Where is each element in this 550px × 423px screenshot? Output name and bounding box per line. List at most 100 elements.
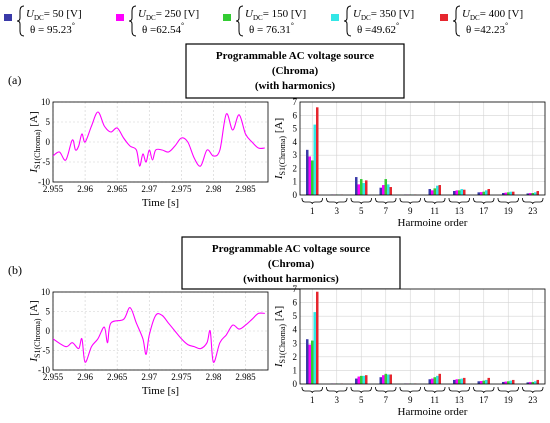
harmonic-bar [509, 191, 512, 195]
time-chart: 2.955 2.96 2.965 2.97 2.975 2.98 2.985 10 5 0 -5 -1… [28, 97, 269, 209]
harmonic-bar [382, 375, 385, 384]
panel-header: Programmable AC voltage source (Chroma) (w… [185, 43, 405, 99]
legend-udc: UDC= 150 [V] [245, 8, 306, 22]
harmonic-bar [431, 190, 434, 195]
harmonic-bar [458, 190, 461, 195]
category-brace [424, 197, 446, 205]
y-tick-label: -5 [43, 346, 51, 356]
harmonic-bar [316, 291, 319, 384]
plot-area [53, 292, 268, 370]
harmonic-bar [355, 378, 358, 384]
harmonic-bar [504, 381, 507, 384]
harmonic-bar [485, 379, 488, 384]
legend-theta: θ =62.54° [142, 21, 184, 36]
header-box [181, 236, 401, 290]
legend-swatch [4, 14, 12, 21]
y-tick-label: 7 [293, 284, 298, 294]
legend-theta: θ =42.23° [466, 21, 508, 36]
harmonic-bar [502, 381, 505, 384]
legend-brace [452, 5, 461, 37]
harmonic-bar [536, 191, 539, 195]
panel-label: (b) [8, 263, 22, 277]
harmonic-bar [509, 380, 512, 384]
harmonic-bar [431, 378, 434, 384]
plot-area [300, 289, 545, 384]
plot-frame [299, 288, 546, 385]
x-tick-label: 17 [479, 395, 489, 405]
harmonic-bar [463, 377, 466, 384]
x-tick-label: 7 [384, 395, 389, 405]
category-brace [301, 386, 323, 394]
category-brace [326, 386, 348, 394]
y-tick-label: 10 [41, 287, 51, 297]
y-tick-label: -10 [38, 365, 50, 375]
harmonic-bar [306, 149, 309, 195]
category-brace [350, 386, 372, 394]
harmonic-bar [463, 189, 466, 195]
x-tick-label: 3 [335, 395, 340, 405]
harmonic-bar [433, 188, 436, 195]
header-box [185, 43, 405, 99]
harmonic-bar [455, 379, 458, 384]
harmonic-bar [436, 375, 439, 384]
y-tick-label: 2 [293, 163, 298, 173]
harmonic-bar [438, 373, 441, 384]
x-tick-label: 5 [359, 395, 364, 405]
y-tick-label: 1 [293, 177, 298, 187]
x-tick-label: 19 [504, 395, 514, 405]
legend-swatch [331, 14, 339, 21]
harmonic-bar [458, 379, 461, 384]
legend-swatch [223, 14, 231, 21]
harmonic-bar [389, 187, 392, 195]
x-tick-label: 2.955 [43, 372, 64, 382]
y-tick-label: 0 [46, 326, 51, 336]
harmonic-bar [387, 374, 390, 384]
y-tick-label: 1 [293, 365, 298, 375]
harmonic-bar [384, 179, 387, 195]
harmonic-bar [482, 191, 485, 195]
harmonic-bar [529, 381, 532, 384]
x-tick-label: 2.985 [235, 184, 256, 194]
legend-brace [16, 5, 25, 37]
panel-header: Programmable AC voltage source (Chroma) (w… [181, 236, 401, 290]
y-tick-label: -5 [43, 157, 51, 167]
category-brace [424, 386, 446, 394]
category-brace [497, 197, 519, 205]
harmonic-bar [460, 378, 463, 384]
x-tick-label: 1 [310, 395, 315, 405]
category-brace [301, 197, 323, 205]
harmonic-bar [357, 184, 360, 195]
x-tick-label: 2.98 [206, 372, 222, 382]
header-line: Programmable AC voltage source [216, 50, 374, 62]
harmonic-bar [534, 192, 537, 195]
legend-entry: UDC= 250 [V]θ =62.54° [116, 5, 199, 37]
panel-label: (a) [8, 73, 21, 87]
legend-udc: UDC= 350 [V] [353, 8, 414, 22]
y-tick-label: 4 [293, 325, 298, 335]
x-tick-label: 23 [528, 206, 538, 216]
category-brace [473, 197, 495, 205]
category-brace [399, 197, 421, 205]
y-axis-label: IS1(Chroma) [A] [28, 111, 42, 173]
y-tick-label: 0 [293, 190, 298, 200]
harmonic-bar [313, 312, 316, 384]
y-tick-label: 5 [46, 307, 51, 317]
x-axis-label: Time [s] [142, 385, 179, 397]
harmonic-bar [379, 187, 382, 195]
legend-theta: θ = 76.31° [249, 21, 294, 36]
x-tick-label: 1 [310, 206, 315, 216]
category-brace [497, 386, 519, 394]
harmonic-bar [379, 377, 382, 384]
harmonic-bar [433, 377, 436, 384]
harmonic-bar [512, 191, 515, 195]
harmonic-bar [529, 193, 532, 195]
current-waveform [52, 307, 265, 363]
harmonic-bar [428, 189, 431, 195]
header-line: (Chroma) [272, 65, 319, 77]
legend-udc: UDC= 400 [V] [462, 8, 523, 22]
plot-frame [299, 101, 546, 196]
y-tick-label: 0 [293, 379, 298, 389]
harmonic-bar [482, 380, 485, 384]
